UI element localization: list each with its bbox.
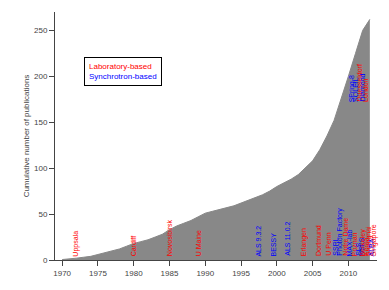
svg-text:1975: 1975 — [89, 269, 107, 278]
svg-text:U Penn: U Penn — [325, 232, 332, 255]
svg-text:Notre Dame: Notre Dame — [342, 218, 349, 256]
svg-text:Cardiff: Cardiff — [130, 236, 137, 257]
svg-text:150: 150 — [34, 118, 48, 127]
svg-text:Singapore: Singapore — [370, 224, 378, 256]
svg-text:SSRL: SSRL — [332, 237, 339, 255]
svg-text:Diamond: Diamond — [359, 73, 366, 101]
svg-text:U Maine: U Maine — [195, 230, 202, 256]
svg-text:SPring-8: SPring-8 — [348, 75, 356, 102]
svg-text:Shanghai: Shanghai — [365, 226, 373, 256]
svg-text:2005: 2005 — [304, 269, 322, 278]
svg-text:2010: 2010 — [339, 269, 357, 278]
svg-text:1990: 1990 — [196, 269, 214, 278]
svg-text:London: London — [362, 78, 369, 101]
svg-text:ALS 9.3.2: ALS 9.3.2 — [255, 226, 262, 257]
svg-text:Poznan: Poznan — [351, 232, 358, 256]
svg-text:NSLS: NSLS — [358, 237, 365, 256]
svg-text:Korea: Korea — [363, 237, 370, 256]
svg-text:1985: 1985 — [161, 269, 179, 278]
svg-text:MAX-lab: MAX-lab — [346, 230, 353, 257]
svg-text:1970: 1970 — [53, 269, 71, 278]
svg-text:Novosibirsk: Novosibirsk — [166, 219, 173, 256]
svg-text:0: 0 — [43, 256, 48, 265]
svg-text:ALS 11.0.2: ALS 11.0.2 — [284, 221, 291, 255]
svg-text:Photon Factory: Photon Factory — [336, 208, 344, 256]
svg-text:Duesseldorf: Duesseldorf — [356, 64, 363, 101]
svg-text:Dortmund: Dortmund — [315, 225, 322, 256]
svg-text:Cumulative number of publicati: Cumulative number of publications — [22, 75, 31, 198]
svg-text:Berkeley: Berkeley — [359, 229, 367, 257]
svg-text:Uppsala: Uppsala — [72, 231, 80, 257]
svg-text:1995: 1995 — [232, 269, 250, 278]
svg-text:SOLEIL: SOLEIL — [352, 77, 359, 102]
svg-text:200: 200 — [34, 72, 48, 81]
svg-text:SLS: SLS — [355, 242, 362, 256]
svg-text:BESSY: BESSY — [270, 233, 277, 257]
svg-text:50: 50 — [38, 210, 47, 219]
svg-text:Erlangen: Erlangen — [300, 228, 308, 256]
svg-text:2000: 2000 — [268, 269, 286, 278]
svg-text:ALBA: ALBA — [368, 238, 375, 256]
svg-text:250: 250 — [34, 26, 48, 35]
svg-text:100: 100 — [34, 164, 48, 173]
svg-text:Laboratory-basedSynchrotron-ba: Laboratory-basedSynchrotron-based — [89, 62, 157, 81]
svg-text:1980: 1980 — [125, 269, 143, 278]
